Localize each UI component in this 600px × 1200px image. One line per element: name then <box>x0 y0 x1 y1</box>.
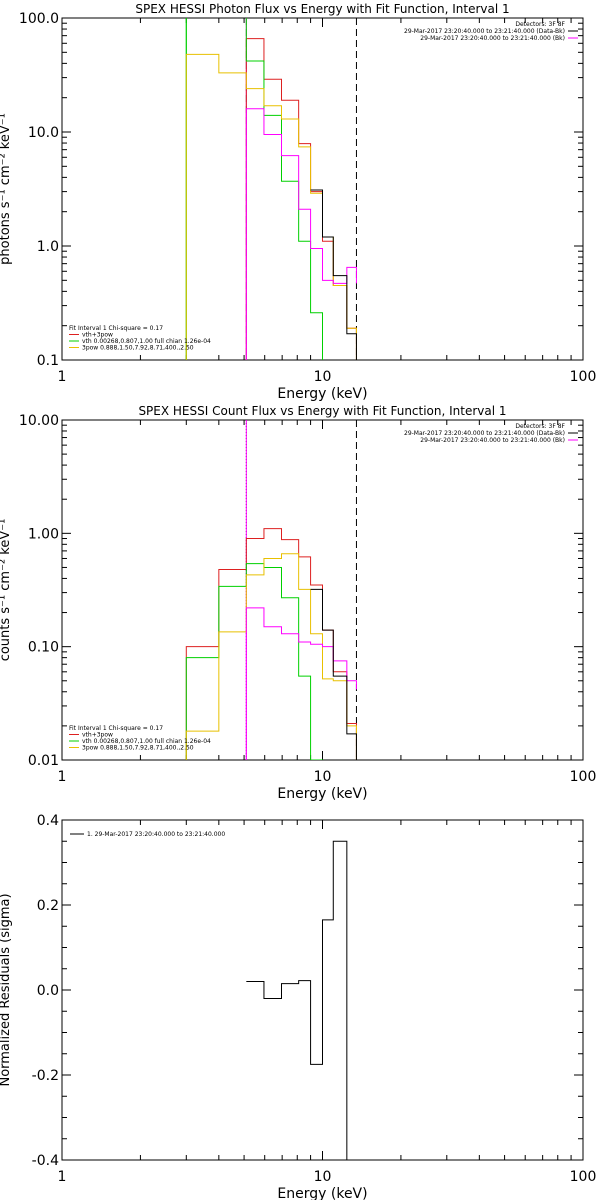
y-tick-label: 10.0 <box>28 125 59 141</box>
legend-entry-label: vth+3pow <box>82 732 113 739</box>
panel-1: SPEX HESSI Photon Flux vs Energy with Fi… <box>0 2 597 402</box>
y-axis-label: Normalized Residuals (sigma) <box>0 893 13 1086</box>
legend-entry-label: 3pow 0.888,1.50,7.92,8.71,400.,2.50 <box>82 345 194 352</box>
x-tick-label: 100 <box>570 769 597 785</box>
x-tick-label: 10 <box>314 369 332 385</box>
series-histogram <box>185 563 323 760</box>
legend-entry-label: Fit Interval 1 Chi-square = 0.17 <box>69 725 163 732</box>
y-tick-label: 1.00 <box>28 526 59 542</box>
y-tick-label: 0.01 <box>28 753 59 769</box>
y-tick-label: -0.2 <box>32 1068 59 1084</box>
series-histogram <box>310 189 357 360</box>
panel-3: 1 10 100 Energy (keV) -0.4 -0.2 0.0 0.2 0.4 Norma… <box>0 813 596 1200</box>
series-histogram <box>246 840 348 1160</box>
series-histogram <box>185 53 357 360</box>
x-tick-label: 1 <box>58 769 67 785</box>
legend-entry-label: 29-Mar-2017 23:20:40.000 to 23:21:40.000… <box>420 35 565 42</box>
series-histogram <box>310 588 357 760</box>
y-tick-label: 10.00 <box>19 413 59 429</box>
plot-frame <box>61 17 584 361</box>
series-histogram <box>185 528 357 760</box>
y-tick-label: -0.4 <box>32 1153 59 1169</box>
y-axis-label: photons s⁻¹ cm⁻² keV⁻¹ <box>0 113 13 265</box>
legend-entry-label: 3pow 0.888,1.50,7.92,8.71,400.,2.50 <box>82 745 194 752</box>
legend-entry-label: Fit Interval 1 Chi-square = 0.17 <box>69 325 163 332</box>
chart-title: SPEX HESSI Photon Flux vs Energy with Fi… <box>135 2 509 16</box>
x-axis-label: Energy (keV) <box>277 386 367 402</box>
x-tick-label: 10 <box>314 769 332 785</box>
y-tick-label: 0.4 <box>37 813 59 829</box>
chart-title: SPEX HESSI Count Flux vs Energy with Fit… <box>138 404 506 418</box>
x-tick-label: 100 <box>570 1169 597 1185</box>
legend-entry-label: vth 0.00268,0.807,1.00 full chian 1.26e-… <box>82 738 211 745</box>
legend-entry-label: Detectors: 3F 8F <box>515 21 565 28</box>
x-tick-label: 1 <box>58 369 67 385</box>
x-tick-label: 10 <box>314 1169 332 1185</box>
series-histogram <box>245 108 357 360</box>
y-tick-label: 0.2 <box>37 898 59 914</box>
legend-entry-label: 29-Mar-2017 23:20:40.000 to 23:21:40.000… <box>404 28 565 35</box>
series-histogram <box>245 607 357 760</box>
y-tick-label: 0.0 <box>37 983 59 999</box>
y-tick-label: 0.10 <box>28 640 59 656</box>
y-tick-label: 100.0 <box>19 11 59 27</box>
panel-2: SPEX HESSI Count Flux vs Energy with Fit… <box>0 404 596 802</box>
legend-entry-label: 1. 29-Mar-2017 23:20:40.000 to 23:21:40.… <box>87 831 225 838</box>
y-tick-label: 1.0 <box>37 239 59 255</box>
legend-entry-label: Detectors: 3F 8F <box>515 423 565 430</box>
y-axis-label: counts s⁻¹ cm⁻² keV⁻¹ <box>0 519 13 662</box>
y-tick-label: 0.1 <box>37 353 59 369</box>
x-axis-label: Energy (keV) <box>277 1186 367 1200</box>
legend-entry-label: 29-Mar-2017 23:20:40.000 to 23:21:40.000… <box>404 430 565 437</box>
legend-entry-label: vth 0.00268,0.807,1.00 full chian 1.26e-… <box>82 338 211 345</box>
legend-entry-label: 29-Mar-2017 23:20:40.000 to 23:21:40.000… <box>420 437 565 444</box>
x-axis-label: Energy (keV) <box>277 786 367 802</box>
x-tick-label: 1 <box>58 1169 67 1185</box>
series-histogram <box>185 553 357 760</box>
x-tick-label: 100 <box>570 369 597 385</box>
legend-entry-label: vth+3pow <box>82 332 113 339</box>
series-histogram <box>185 18 323 360</box>
